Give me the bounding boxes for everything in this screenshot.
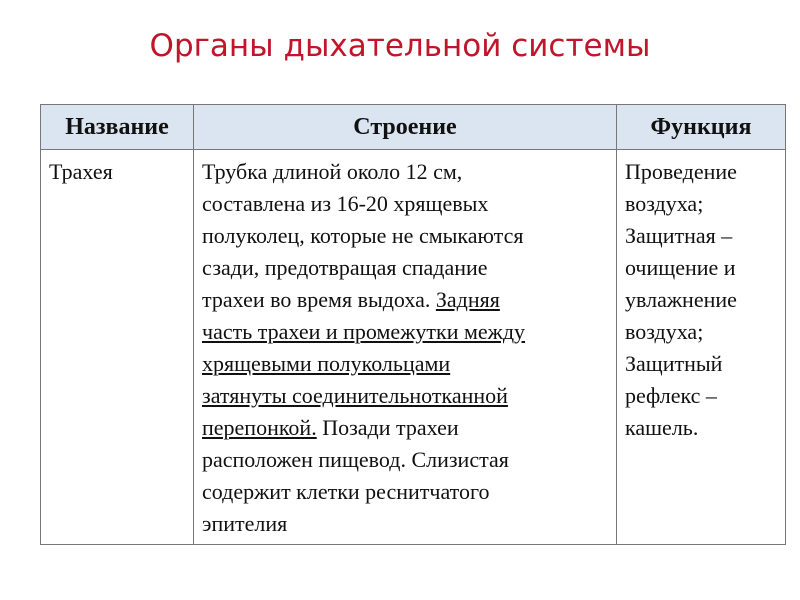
cell-structure: Трубка длиной около 12 см, составлена из…: [193, 149, 617, 545]
text-line: сзади, предотвращая спадание: [202, 255, 488, 280]
underlined-text: хрящевыми полукольцами: [202, 351, 451, 376]
header-structure: Строение: [193, 104, 617, 150]
table-header-row: Название Строение Функция: [40, 104, 786, 150]
cell-name: Трахея: [40, 149, 194, 545]
text-line: составлена из 16-20 хрящевых: [202, 191, 489, 216]
cell-function: Проведение воздуха; Защитная – очищение …: [616, 149, 786, 545]
underlined-text: часть трахеи и промежутки между: [202, 319, 526, 344]
underlined-text: затянуты соединительнотканной: [202, 383, 508, 408]
text-line: увлажнение: [625, 287, 737, 312]
respiratory-organs-table: Название Строение Функция Трахея Трубка …: [40, 104, 786, 545]
text-line: трахеи во время выдоха. Задняя: [202, 284, 608, 316]
text-line: перепонкой. Позади трахеи: [202, 412, 608, 444]
text-line: Трубка длиной около 12 см,: [202, 159, 463, 184]
text-line: кашель.: [625, 415, 699, 440]
text-line: рефлекс –: [625, 383, 717, 408]
text-line: Защитная –: [625, 223, 733, 248]
slide-title: Органы дыхательной системы: [149, 28, 651, 64]
underlined-text: Задняя: [435, 287, 500, 312]
text-segment: трахеи во время выдоха.: [202, 287, 436, 312]
text-line: воздуха;: [625, 191, 704, 216]
header-name: Название: [40, 104, 194, 150]
underlined-text: перепонкой.: [202, 415, 317, 440]
text-line: воздуха;: [625, 319, 704, 344]
text-segment: Позади трахеи: [316, 415, 459, 440]
text-line: очищение и: [625, 255, 736, 280]
text-line: содержит клетки реснитчатого: [202, 479, 490, 504]
text-line: полуколец, которые не смыкаются: [202, 223, 524, 248]
text-line: Проведение: [625, 159, 737, 184]
text-line: эпителия: [202, 511, 288, 536]
header-function: Функция: [616, 104, 786, 150]
table-row: Трахея Трубка длиной около 12 см, состав…: [40, 149, 786, 545]
text-line: расположен пищевод. Слизистая: [202, 447, 509, 472]
text-line: Защитный: [625, 351, 723, 376]
